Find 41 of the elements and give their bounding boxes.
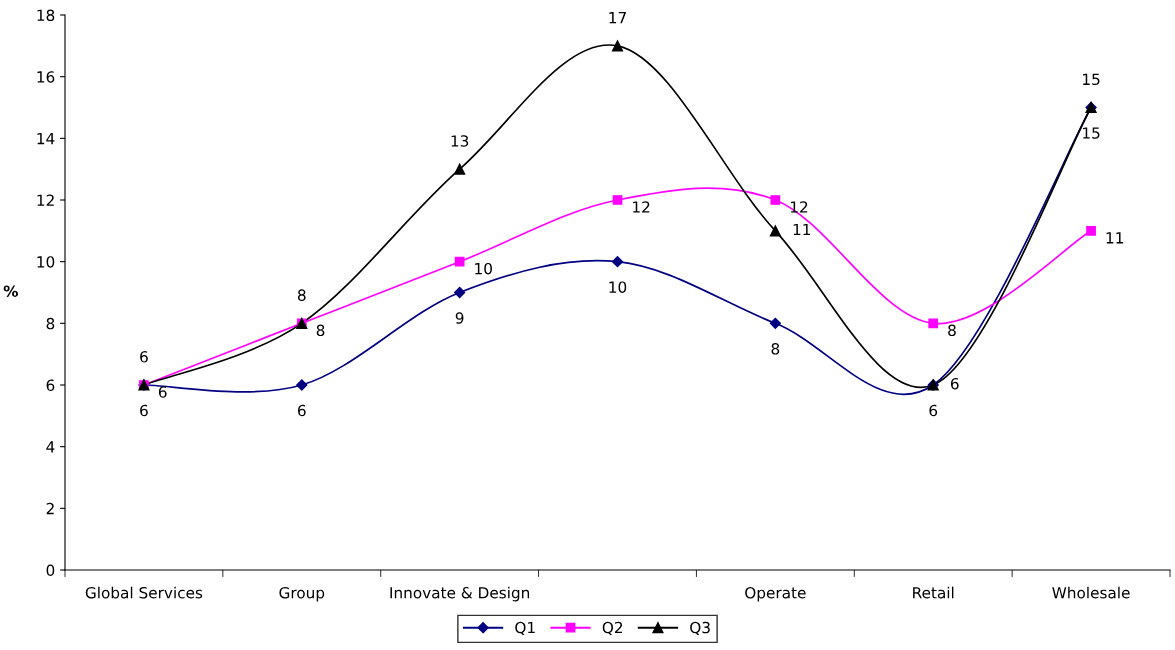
legend-label: Q2 [602, 621, 623, 636]
y-tick-label: 6 [46, 379, 55, 392]
y-axis-title: % [3, 285, 18, 297]
data-label: 6 [297, 404, 306, 417]
data-label: 13 [451, 135, 469, 147]
y-tick-label: 10 [37, 256, 55, 268]
data-label: 6 [140, 404, 148, 417]
y-tick-label: 2 [46, 502, 54, 515]
y-tick-label: 14 [37, 133, 55, 145]
x-tick-label: Group [279, 586, 325, 602]
y-tick-label: 12 [37, 194, 54, 206]
data-label: 8 [316, 324, 325, 337]
data-label: 8 [297, 289, 306, 301]
data-label: 15 [1083, 73, 1100, 86]
x-tick-label: Global Services [85, 586, 203, 599]
data-label: 9 [455, 312, 464, 324]
data-label: 6 [950, 377, 959, 390]
data-label: 11 [1106, 232, 1123, 244]
legend-label: Q3 [690, 621, 710, 636]
y-tick-label: 18 [37, 9, 55, 22]
data-label: 6 [929, 404, 938, 417]
data-label: 8 [948, 324, 956, 337]
x-tick-label: Retail [913, 586, 954, 599]
data-label: 10 [475, 262, 492, 275]
data-label: 17 [609, 12, 626, 24]
y-tick-label: 4 [46, 441, 55, 453]
data-label: 8 [771, 343, 780, 355]
y-tick-label: 0 [46, 564, 55, 577]
data-label: 15 [1083, 127, 1100, 139]
data-label: 10 [609, 281, 627, 293]
data-label: 6 [158, 386, 167, 398]
x-tick-label: Operate [745, 586, 806, 602]
data-label: 11 [793, 223, 811, 236]
data-label: 12 [790, 201, 808, 213]
y-tick-label: 16 [37, 71, 55, 83]
data-label: 6 [140, 351, 148, 363]
x-tick-label: Wholesale [1052, 586, 1130, 599]
y-tick-label: 8 [46, 317, 55, 330]
legend-label: Q1 [515, 621, 535, 636]
data-label: 12 [633, 201, 650, 213]
x-tick-label: Innovate & Design [390, 586, 530, 602]
